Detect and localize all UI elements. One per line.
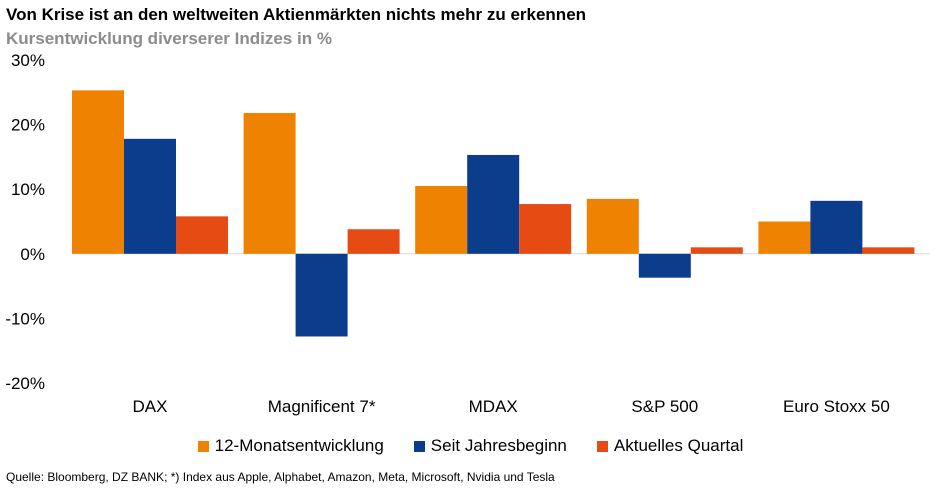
bar-dax-series-1 (124, 138, 176, 254)
bar-euro-stoxx-50-series-0 (758, 221, 811, 254)
legend-label: Seit Jahresbeginn (430, 436, 567, 455)
legend-item-seit-jahresbeginn: Seit Jahresbeginn (413, 436, 567, 456)
bar-magnificent-7-series-1 (295, 253, 348, 337)
bar-chart: 30% 20% 10% 0% -10% -20% DAX Magnificent 7* MDAX… (5, 51, 930, 416)
chart-subtitle: Kursentwicklung diverserer Indizes in % (6, 29, 332, 48)
y-tick-label: -10% (5, 309, 45, 328)
bar-euro-stoxx-50-series-2 (862, 247, 915, 254)
bar-dax-series-2 (176, 216, 228, 254)
y-tick-label: 30% (11, 51, 45, 70)
x-category-label: Magnificent 7* (268, 397, 376, 416)
chart-title: Von Krise ist an den weltweiten Aktienmä… (6, 5, 587, 24)
bar-euro-stoxx-50-series-1 (810, 200, 863, 254)
legend-item-12-monatsentwicklung: 12-Monatsentwicklung (197, 436, 384, 456)
bar-magnificent-7-series-0 (243, 112, 296, 254)
bar-mdax-series-0 (415, 185, 468, 254)
bar-dax-series-0 (72, 90, 124, 254)
y-tick-label: -20% (5, 374, 45, 393)
y-tick-label: 10% (11, 180, 45, 199)
legend-swatch-red (596, 440, 608, 452)
legend-swatch-blue (413, 440, 425, 452)
bar-mdax-series-2 (519, 204, 572, 254)
bar-s-p-500-series-0 (586, 198, 639, 254)
x-category-label: MDAX (469, 397, 518, 416)
legend-item-aktuelles-quartal: Aktuelles Quartal (596, 436, 744, 456)
y-tick-label: 20% (11, 116, 45, 135)
legend-label: Aktuelles Quartal (613, 436, 744, 455)
source-note: Quelle: Bloomberg, DZ BANK; *) Index aus… (6, 470, 555, 484)
bar-s-p-500-series-2 (690, 247, 743, 254)
bar-s-p-500-series-1 (638, 253, 691, 278)
legend-label: 12-Monatsentwicklung (214, 436, 384, 455)
y-tick-label: 0% (20, 245, 45, 264)
bar-mdax-series-1 (467, 154, 520, 254)
x-category-label: DAX (133, 397, 168, 416)
bar-magnificent-7-series-2 (347, 229, 400, 254)
legend-swatch-orange (197, 440, 209, 452)
x-category-label: S&P 500 (631, 397, 698, 416)
x-category-label: Euro Stoxx 50 (783, 397, 890, 416)
chart-legend: 12-Monatsentwicklung Seit Jahresbeginn A… (0, 436, 941, 456)
